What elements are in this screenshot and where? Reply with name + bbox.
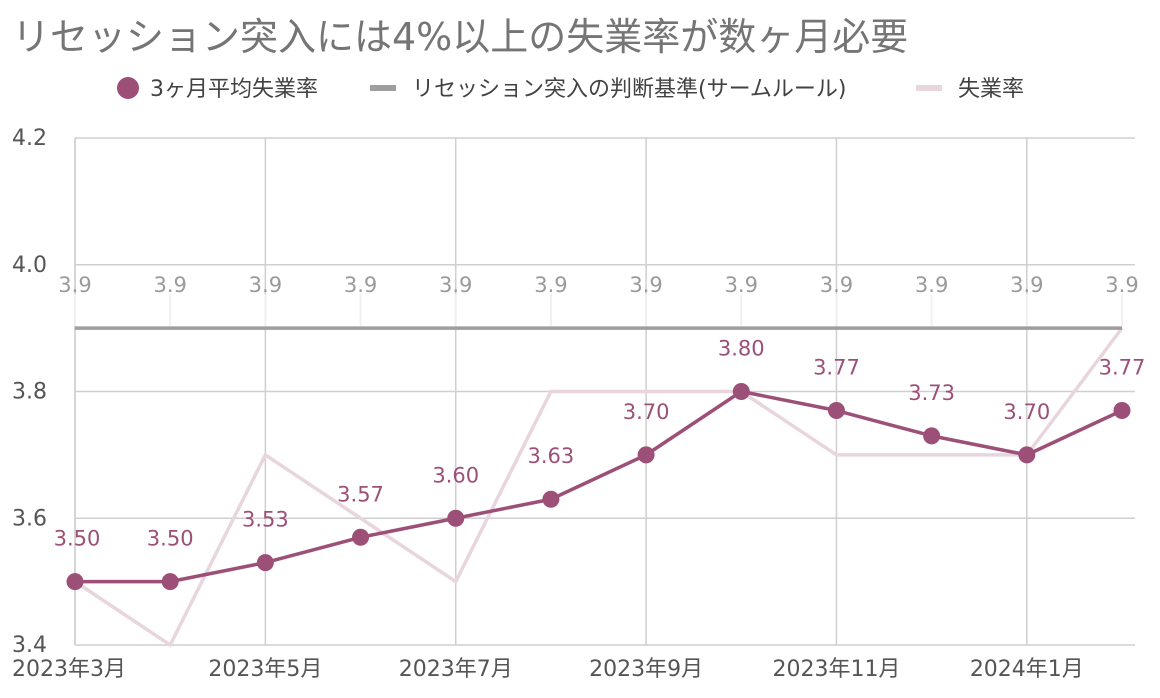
- threshold-data-label: 3.9: [1010, 273, 1043, 297]
- threshold-data-label: 3.9: [820, 273, 853, 297]
- avg-point: [256, 554, 274, 572]
- avg-point: [1113, 402, 1131, 420]
- avg-point: [1018, 446, 1036, 464]
- avg-data-label: 3.77: [813, 356, 860, 380]
- series-sahm-threshold: 3.9 3.9 3.9 3.9 3.9 3.9 3.9 3.9 3.9 3.9 3.9 3.9: [58, 273, 1139, 330]
- avg-data-label: 3.70: [623, 400, 670, 424]
- legend: 3ヶ月平均失業率 リセッション突入の判断基準(サームルール) 失業率: [117, 77, 1024, 102]
- avg-data-label: 3.70: [1003, 400, 1050, 424]
- avg-point: [827, 402, 845, 420]
- avg-data-label: 3.60: [432, 463, 479, 487]
- y-tick-label: 4.0: [12, 253, 47, 278]
- y-tick-label: 3.4: [12, 633, 47, 658]
- avg-data-label: 3.50: [54, 527, 101, 551]
- threshold-data-label: 3.9: [725, 273, 758, 297]
- legend-marker-avg: [117, 77, 139, 99]
- series-unemployment-rate: [74, 327, 1124, 648]
- rate-line: [74, 327, 1124, 648]
- y-tick-label: 3.6: [12, 506, 47, 531]
- legend-label-avg: 3ヶ月平均失業率: [150, 77, 318, 102]
- avg-point: [352, 528, 370, 546]
- avg-point: [923, 427, 941, 445]
- x-tick-label: 2023年11月: [772, 657, 900, 682]
- x-tick-label: 2023年5月: [208, 657, 322, 682]
- threshold-data-label: 3.9: [1105, 273, 1138, 297]
- legend-marker-rate: [916, 85, 942, 91]
- avg-point: [66, 573, 84, 591]
- avg-data-label: 3.80: [718, 337, 765, 361]
- avg-point: [637, 446, 655, 464]
- avg-data-label: 3.77: [1099, 356, 1146, 380]
- x-axis-ticks: 2023年3月 2023年5月 2023年7月 2023年9月 2023年11月 2024…: [12, 657, 1084, 682]
- x-tick-label: 2024年1月: [970, 657, 1084, 682]
- threshold-data-label: 3.9: [439, 273, 472, 297]
- legend-label-rate: 失業率: [958, 77, 1024, 102]
- chart-title: リセッション突入には4%以上の失業率が数ヶ月必要: [12, 15, 909, 59]
- x-tick-label: 2023年3月: [12, 657, 126, 682]
- y-tick-label: 3.8: [12, 380, 47, 405]
- threshold-data-label: 3.9: [153, 273, 186, 297]
- y-axis-ticks: 3.4 3.6 3.8 4.0 4.2: [12, 126, 47, 658]
- x-tick-label: 2023年7月: [399, 657, 513, 682]
- threshold-data-label: 3.9: [915, 273, 948, 297]
- avg-line: [75, 389, 1123, 584]
- threshold-data-label: 3.9: [58, 273, 91, 297]
- legend-marker-threshold: [370, 85, 396, 91]
- series-3-month-average: 3.50 3.50 3.53 3.57 3.60 3.63 3.70 3.80 3.77 3.73…: [54, 337, 1146, 591]
- avg-point: [161, 573, 179, 591]
- threshold-data-label: 3.9: [534, 273, 567, 297]
- legend-label-threshold: リセッション突入の判断基準(サームルール): [412, 77, 847, 102]
- avg-point: [542, 490, 560, 508]
- threshold-data-label: 3.9: [629, 273, 662, 297]
- avg-data-label: 3.63: [528, 444, 575, 468]
- avg-data-label: 3.50: [147, 527, 194, 551]
- threshold-data-label: 3.9: [344, 273, 377, 297]
- avg-data-label: 3.57: [337, 482, 384, 506]
- avg-point: [732, 383, 750, 400]
- avg-data-label: 3.53: [242, 508, 289, 532]
- avg-data-label: 3.73: [908, 381, 955, 405]
- y-tick-label: 4.2: [12, 126, 47, 151]
- x-tick-label: 2023年9月: [589, 657, 703, 682]
- threshold-data-label: 3.9: [249, 273, 282, 297]
- avg-point: [447, 509, 465, 527]
